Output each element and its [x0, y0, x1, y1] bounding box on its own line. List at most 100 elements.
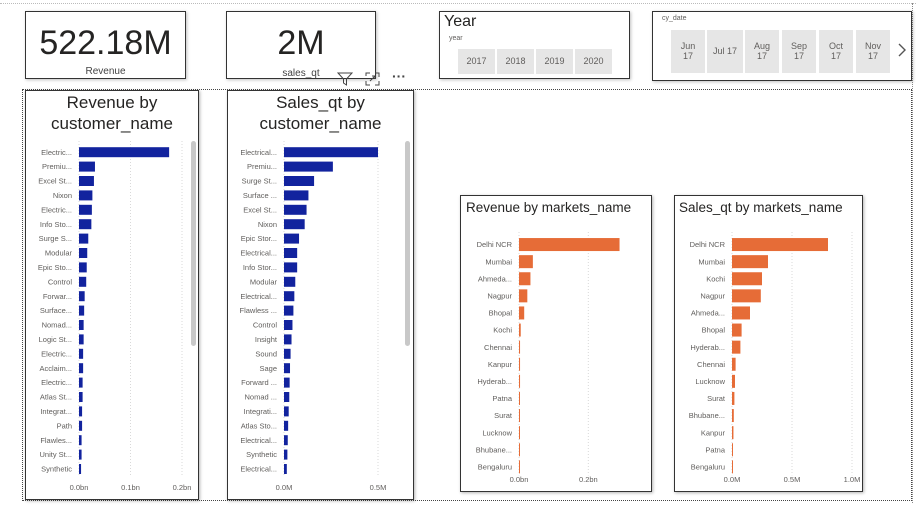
- bar[interactable]: [79, 276, 87, 287]
- bar[interactable]: [519, 289, 528, 303]
- bar[interactable]: [284, 334, 292, 345]
- bar[interactable]: [519, 374, 521, 388]
- bar[interactable]: [79, 348, 84, 359]
- bar[interactable]: [284, 363, 291, 374]
- year-option-2020[interactable]: 2020: [575, 49, 612, 74]
- kpi-card-sales-qt[interactable]: 2M sales_qt: [226, 11, 376, 79]
- bar[interactable]: [79, 435, 82, 446]
- bar[interactable]: [732, 357, 736, 371]
- bar[interactable]: [732, 340, 741, 354]
- bar[interactable]: [519, 391, 520, 405]
- bar[interactable]: [519, 272, 531, 286]
- bar[interactable]: [519, 306, 525, 320]
- date-slicer[interactable]: cy_date Jun 17 Jul 17 Aug 17 Sep 17 Oct …: [652, 11, 912, 81]
- date-option-oct-17[interactable]: Oct 17: [819, 30, 853, 73]
- bar[interactable]: [284, 276, 296, 287]
- bar[interactable]: [732, 409, 734, 423]
- bar[interactable]: [519, 426, 520, 440]
- year-slicer[interactable]: Year year 2017 2018 2019 2020: [439, 11, 630, 79]
- bar[interactable]: [284, 147, 378, 158]
- scrollbar[interactable]: [405, 141, 410, 346]
- date-option-aug-17[interactable]: Aug 17: [745, 30, 779, 73]
- bar[interactable]: [284, 161, 333, 172]
- bar[interactable]: [732, 374, 735, 388]
- bar[interactable]: [284, 233, 300, 244]
- bar[interactable]: [284, 176, 315, 186]
- year-option-2017[interactable]: 2017: [458, 49, 495, 74]
- bar[interactable]: [79, 204, 92, 215]
- bar[interactable]: [79, 377, 83, 388]
- chart-sales-qt-by-customer[interactable]: Sales_qt by customer_name 0.0M 0.5M Electr…: [227, 90, 414, 500]
- bar[interactable]: [519, 255, 533, 269]
- bar[interactable]: [284, 435, 288, 446]
- bar[interactable]: [79, 161, 95, 172]
- bar[interactable]: [284, 348, 291, 359]
- bar[interactable]: [79, 406, 83, 417]
- bar[interactable]: [284, 305, 294, 316]
- bar[interactable]: [79, 248, 88, 258]
- bar[interactable]: [519, 340, 521, 354]
- bar[interactable]: [284, 449, 288, 460]
- bar[interactable]: [79, 392, 83, 402]
- focus-mode-icon[interactable]: [365, 72, 380, 86]
- bar[interactable]: [79, 176, 94, 186]
- bar[interactable]: [284, 190, 309, 201]
- bar[interactable]: [519, 323, 521, 337]
- bar[interactable]: [284, 204, 307, 215]
- bar[interactable]: [79, 219, 92, 230]
- bar[interactable]: [732, 272, 762, 286]
- bar[interactable]: [519, 409, 520, 423]
- chevron-right-icon[interactable]: [897, 43, 907, 57]
- bar[interactable]: [732, 238, 828, 252]
- bar[interactable]: [79, 147, 170, 158]
- bar[interactable]: [79, 262, 87, 273]
- bar[interactable]: [284, 377, 290, 388]
- bar[interactable]: [519, 238, 620, 252]
- bar[interactable]: [519, 357, 521, 371]
- bar[interactable]: [284, 219, 305, 230]
- bar[interactable]: [732, 443, 733, 457]
- bar[interactable]: [284, 262, 298, 273]
- bar[interactable]: [284, 320, 293, 330]
- bar[interactable]: [79, 464, 82, 474]
- chart-revenue-by-markets[interactable]: Revenue by markets_name 0.0bn 0.2bn Delhi …: [460, 195, 652, 492]
- bar[interactable]: [732, 255, 768, 269]
- kpi-revenue-value: 522.18M: [39, 24, 172, 62]
- bar[interactable]: [79, 334, 84, 345]
- bar[interactable]: [732, 426, 734, 440]
- date-option-jun-17[interactable]: Jun 17: [671, 30, 705, 73]
- scrollbar[interactable]: [191, 141, 196, 346]
- bar[interactable]: [79, 449, 82, 460]
- year-option-2019[interactable]: 2019: [536, 49, 573, 74]
- bar[interactable]: [284, 406, 289, 417]
- bar[interactable]: [79, 420, 83, 431]
- bar[interactable]: [284, 248, 298, 258]
- bar[interactable]: [79, 305, 85, 316]
- date-option-sep-17[interactable]: Sep 17: [782, 30, 816, 73]
- bar[interactable]: [79, 190, 93, 201]
- bar[interactable]: [79, 363, 84, 374]
- bar[interactable]: [79, 291, 85, 302]
- date-option-jul-17[interactable]: Jul 17: [707, 30, 743, 73]
- chart-revenue-by-customer[interactable]: Revenue by customer_name 0.0bn 0.1bn 0.2bn…: [25, 90, 199, 500]
- bar[interactable]: [79, 320, 84, 330]
- bar[interactable]: [284, 392, 290, 402]
- bar[interactable]: [732, 323, 742, 337]
- bar[interactable]: [732, 460, 733, 474]
- bar[interactable]: [284, 291, 295, 302]
- bar[interactable]: [732, 306, 750, 320]
- date-option-nov-17[interactable]: Nov 17: [856, 30, 890, 73]
- category-label: Hyderab...: [477, 377, 512, 386]
- kpi-card-revenue[interactable]: 522.18M Revenue: [25, 11, 186, 79]
- bar[interactable]: [284, 420, 289, 431]
- more-options-icon[interactable]: ···: [392, 68, 406, 84]
- chart-sales-qt-by-markets[interactable]: Sales_qt by markets_name 0.0M 0.5M 1.0M Del…: [674, 195, 863, 492]
- bar[interactable]: [519, 443, 520, 457]
- bar[interactable]: [79, 233, 89, 244]
- filter-icon[interactable]: [337, 72, 353, 86]
- bar[interactable]: [732, 391, 735, 405]
- bar[interactable]: [519, 460, 520, 474]
- bar[interactable]: [284, 464, 287, 474]
- bar[interactable]: [732, 289, 761, 303]
- year-option-2018[interactable]: 2018: [497, 49, 534, 74]
